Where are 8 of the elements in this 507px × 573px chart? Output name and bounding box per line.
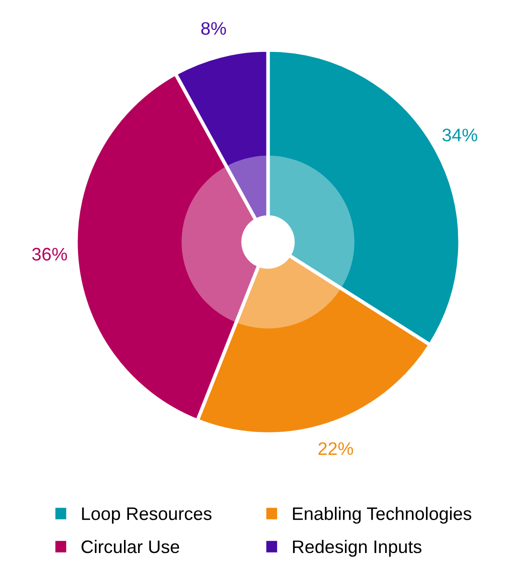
data-label: 22%	[318, 442, 354, 455]
legend-label: Loop Resources	[82, 508, 212, 524]
legend-label: Circular Use	[82, 540, 180, 554]
data-label: 34%	[442, 128, 478, 142]
legend-label: Redesign Inputs	[293, 540, 422, 557]
data-label: 36%	[32, 248, 67, 261]
data-label: 8%	[201, 22, 226, 35]
legend-label: Enabling Technologies	[293, 506, 472, 524]
